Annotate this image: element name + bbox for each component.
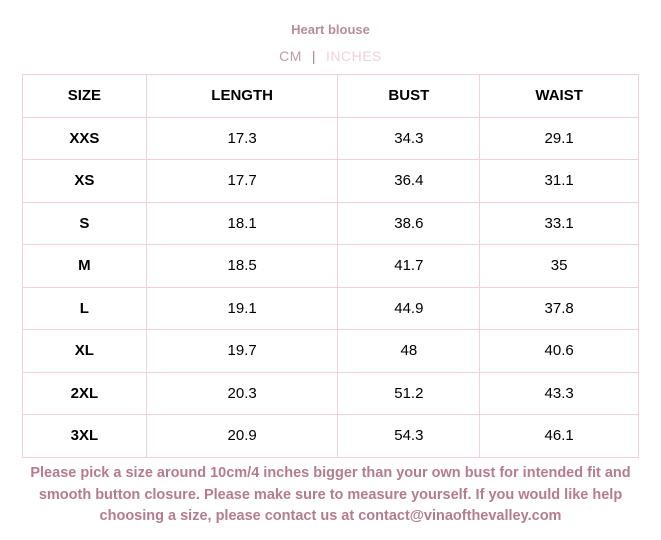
unit-cm-button[interactable]: CM xyxy=(279,48,302,64)
column-header-bust: BUST xyxy=(337,74,481,118)
cell-size: L xyxy=(22,286,147,330)
cell-length: 18.1 xyxy=(145,201,339,245)
cell-size: 3XL xyxy=(22,414,147,458)
table-header-row: SIZE LENGTH BUST WAIST xyxy=(22,74,639,118)
table-row: XS 17.7 36.4 31.1 xyxy=(22,159,639,203)
unit-separator: | xyxy=(311,48,316,64)
cell-waist: 43.3 xyxy=(479,371,639,415)
table-row: S 18.1 38.6 33.1 xyxy=(22,201,639,245)
cell-size: XXS xyxy=(22,116,147,160)
sizing-note: Please pick a size around 10cm/4 inches … xyxy=(30,465,631,524)
cell-bust: 48 xyxy=(337,329,481,373)
cell-bust: 36.4 xyxy=(337,159,481,203)
cell-waist: 33.1 xyxy=(479,201,639,245)
cell-waist: 35 xyxy=(479,244,639,288)
cell-length: 19.1 xyxy=(145,286,339,330)
cell-waist: 31.1 xyxy=(479,159,639,203)
column-header-size: SIZE xyxy=(22,74,147,118)
cell-length: 20.9 xyxy=(145,414,339,458)
table-row: XL 19.7 48 40.6 xyxy=(22,329,639,373)
cell-length: 17.7 xyxy=(145,159,339,203)
product-title: Heart blouse xyxy=(291,22,370,37)
column-header-waist: WAIST xyxy=(479,74,639,118)
size-chart-table: SIZE LENGTH BUST WAIST XXS 17.3 34.3 29.1 XS 17.… xyxy=(22,74,639,458)
cell-size: M xyxy=(22,244,147,288)
cell-length: 20.3 xyxy=(145,371,339,415)
cell-length: 19.7 xyxy=(145,329,339,373)
cell-bust: 38.6 xyxy=(337,201,481,245)
cell-bust: 54.3 xyxy=(337,414,481,458)
cell-length: 18.5 xyxy=(145,244,339,288)
table-row: M 18.5 41.7 35 xyxy=(22,244,639,288)
cell-length: 17.3 xyxy=(145,116,339,160)
cell-size: XL xyxy=(22,329,147,373)
cell-bust: 51.2 xyxy=(337,371,481,415)
column-header-length: LENGTH xyxy=(145,74,339,118)
cell-waist: 46.1 xyxy=(479,414,639,458)
cell-bust: 34.3 xyxy=(337,116,481,160)
cell-waist: 37.8 xyxy=(479,286,639,330)
table-row: L 19.1 44.9 37.8 xyxy=(22,286,639,330)
unit-toggle: CM | INCHES xyxy=(0,48,661,64)
cell-bust: 41.7 xyxy=(337,244,481,288)
table-row: XXS 17.3 34.3 29.1 xyxy=(22,116,639,160)
cell-waist: 40.6 xyxy=(479,329,639,373)
unit-inches-button[interactable]: INCHES xyxy=(326,48,382,64)
cell-size: XS xyxy=(22,159,147,203)
cell-size: 2XL xyxy=(22,371,147,415)
cell-bust: 44.9 xyxy=(337,286,481,330)
table-row: 3XL 20.9 54.3 46.1 xyxy=(22,414,639,458)
table-row: 2XL 20.3 51.2 43.3 xyxy=(22,371,639,415)
cell-waist: 29.1 xyxy=(479,116,639,160)
cell-size: S xyxy=(22,201,147,245)
